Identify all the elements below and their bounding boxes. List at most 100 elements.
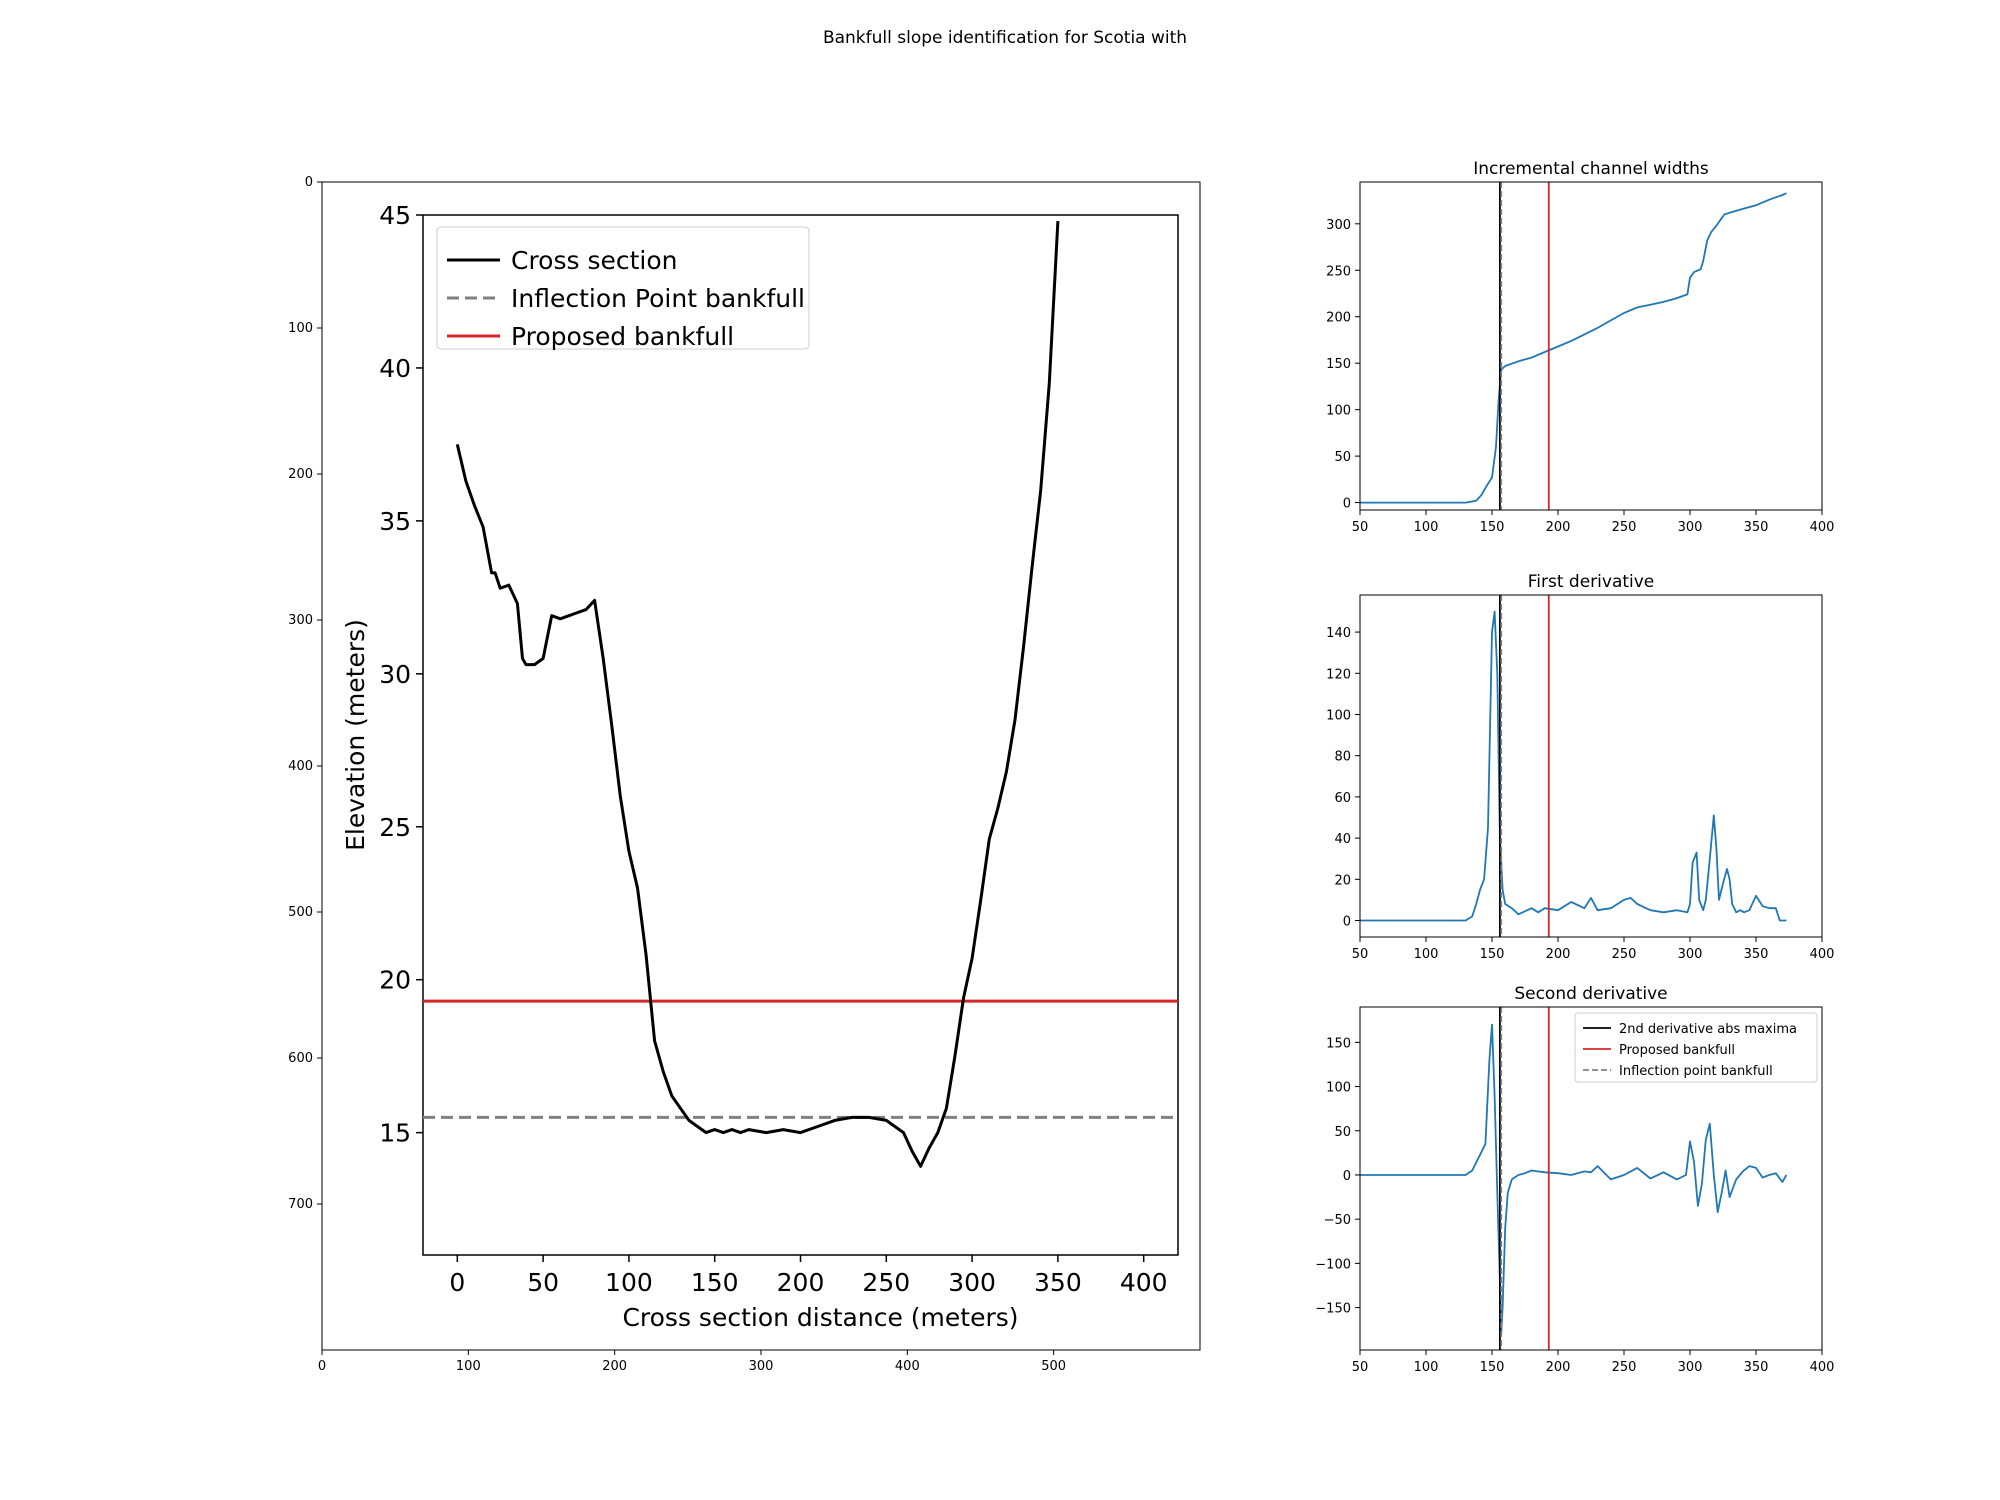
x-tick-label: 150 bbox=[691, 1268, 739, 1297]
outer-y-tick-label: 600 bbox=[288, 1051, 313, 1066]
x-tick-label: 200 bbox=[1546, 520, 1571, 535]
x-tick-label: 300 bbox=[1678, 947, 1703, 962]
y-tick-label: 20 bbox=[379, 966, 411, 995]
x-tick-label: 300 bbox=[1678, 520, 1703, 535]
y-tick-label: 250 bbox=[1326, 264, 1351, 279]
legend-label: Cross section bbox=[511, 246, 678, 275]
x-tick-label: 250 bbox=[862, 1268, 910, 1297]
x-tick-label: 100 bbox=[1414, 520, 1439, 535]
chart-title: Second derivative bbox=[1514, 984, 1667, 1004]
data-line bbox=[1360, 1023, 1788, 1335]
y-tick-label: −150 bbox=[1315, 1302, 1351, 1317]
cross-section-chart: 0 100 200 300 400 500 0 100 200 300 400 500 600 700 0 5… bbox=[288, 175, 1201, 1374]
second-derivative-chart: Second derivative 50 100 150 200 250 300 350 400… bbox=[1315, 984, 1834, 1375]
y-tick-label: 25 bbox=[379, 813, 411, 842]
x-tick-label: 100 bbox=[1414, 1360, 1439, 1375]
legend-label: Proposed bankfull bbox=[511, 322, 734, 351]
y-tick-label: 200 bbox=[1326, 311, 1351, 326]
y-tick-label: 20 bbox=[1334, 873, 1351, 888]
chart-title: Incremental channel widths bbox=[1473, 159, 1709, 179]
outer-axes-frame bbox=[321, 181, 1201, 1351]
plot-area bbox=[1360, 182, 1787, 510]
x-tick-label: 350 bbox=[1744, 947, 1769, 962]
y-tick-label: 15 bbox=[379, 1119, 411, 1148]
y-tick-label: −50 bbox=[1324, 1213, 1351, 1228]
y-tick-label: 45 bbox=[379, 201, 411, 230]
x-tick-label: 250 bbox=[1612, 947, 1637, 962]
y-tick-label: 0 bbox=[1343, 1169, 1351, 1184]
y-tick-label: 100 bbox=[1326, 708, 1351, 723]
first-derivative-chart: First derivative 50 100 150 200 250 300 350 400 0… bbox=[1326, 572, 1834, 962]
y-tick-label: 35 bbox=[379, 507, 411, 536]
x-tick-label: 50 bbox=[1352, 1360, 1369, 1375]
x-tick-label: 400 bbox=[1810, 520, 1835, 535]
legend-label: Proposed bankfull bbox=[1619, 1043, 1735, 1058]
outer-x-tick-label: 100 bbox=[456, 1359, 481, 1374]
x-tick-label: 300 bbox=[1678, 1360, 1703, 1375]
outer-y-tick-label: 300 bbox=[288, 613, 313, 628]
outer-y-tick-label: 100 bbox=[288, 321, 313, 336]
x-tick-label: 100 bbox=[605, 1268, 653, 1297]
inner-axes-frame bbox=[422, 214, 1179, 1256]
outer-x-tick-label: 200 bbox=[602, 1359, 627, 1374]
x-tick-label: 150 bbox=[1480, 947, 1505, 962]
cross-section-line bbox=[455, 221, 1060, 1168]
x-tick-label: 350 bbox=[1744, 1360, 1769, 1375]
x-tick-label: 400 bbox=[1120, 1268, 1168, 1297]
y-tick-label: 40 bbox=[379, 354, 411, 383]
axes-frame bbox=[1359, 1006, 1823, 1351]
outer-x-tick-label: 0 bbox=[318, 1359, 326, 1374]
axes-frame bbox=[1359, 594, 1823, 938]
y-tick-label: 100 bbox=[1326, 404, 1351, 419]
x-tick-label: 50 bbox=[527, 1268, 559, 1297]
x-tick-label: 200 bbox=[777, 1268, 825, 1297]
x-tick-label: 350 bbox=[1034, 1268, 1082, 1297]
y-tick-label: 0 bbox=[1343, 915, 1351, 930]
x-tick-label: 150 bbox=[1480, 1360, 1505, 1375]
x-tick-label: 400 bbox=[1810, 947, 1835, 962]
x-tick-label: 250 bbox=[1612, 520, 1637, 535]
data-line bbox=[1360, 610, 1787, 922]
outer-y-tick-label: 700 bbox=[288, 1197, 313, 1212]
y-tick-label: 120 bbox=[1326, 667, 1351, 682]
x-tick-label: 400 bbox=[1810, 1360, 1835, 1375]
y-axis-label: Elevation (meters) bbox=[341, 619, 370, 851]
x-tick-label: 300 bbox=[948, 1268, 996, 1297]
y-tick-label: 80 bbox=[1334, 750, 1351, 765]
plot-area bbox=[423, 221, 1178, 1168]
y-tick-label: 150 bbox=[1326, 1036, 1351, 1051]
y-tick-label: 140 bbox=[1326, 626, 1351, 641]
outer-y-tick-label: 400 bbox=[288, 759, 313, 774]
x-tick-label: 100 bbox=[1414, 947, 1439, 962]
x-tick-label: 0 bbox=[449, 1268, 465, 1297]
x-tick-label: 350 bbox=[1744, 520, 1769, 535]
outer-x-tick-label: 300 bbox=[749, 1359, 774, 1374]
outer-y-tick-label: 500 bbox=[288, 905, 313, 920]
axes-frame bbox=[1359, 181, 1823, 511]
y-tick-label: 30 bbox=[379, 660, 411, 689]
outer-y-tick-label: 0 bbox=[305, 175, 313, 190]
x-tick-label: 250 bbox=[1612, 1360, 1637, 1375]
outer-x-tick-label: 500 bbox=[1041, 1359, 1066, 1374]
chart-title: First derivative bbox=[1528, 572, 1655, 592]
legend-label: Inflection Point bankfull bbox=[511, 284, 805, 313]
y-tick-label: 40 bbox=[1334, 832, 1351, 847]
legend-label: 2nd derivative abs maxima bbox=[1619, 1022, 1797, 1037]
y-tick-label: 100 bbox=[1326, 1081, 1351, 1096]
plot-area bbox=[1360, 1007, 1788, 1350]
x-tick-label: 150 bbox=[1480, 520, 1505, 535]
x-tick-label: 200 bbox=[1546, 1360, 1571, 1375]
x-tick-label: 50 bbox=[1352, 947, 1369, 962]
y-tick-label: 300 bbox=[1326, 218, 1351, 233]
outer-y-tick-label: 200 bbox=[288, 467, 313, 482]
y-tick-label: 0 bbox=[1343, 497, 1351, 512]
x-tick-label: 200 bbox=[1546, 947, 1571, 962]
y-tick-label: 50 bbox=[1334, 1125, 1351, 1140]
incremental-widths-chart: Incremental channel widths 50 100 150 200 250… bbox=[1326, 159, 1834, 535]
outer-x-tick-label: 400 bbox=[895, 1359, 920, 1374]
x-axis-label: Cross section distance (meters) bbox=[622, 1303, 1018, 1332]
legend-box bbox=[436, 226, 810, 350]
figure-suptitle: Bankfull slope identification for Scotia… bbox=[822, 28, 1188, 48]
